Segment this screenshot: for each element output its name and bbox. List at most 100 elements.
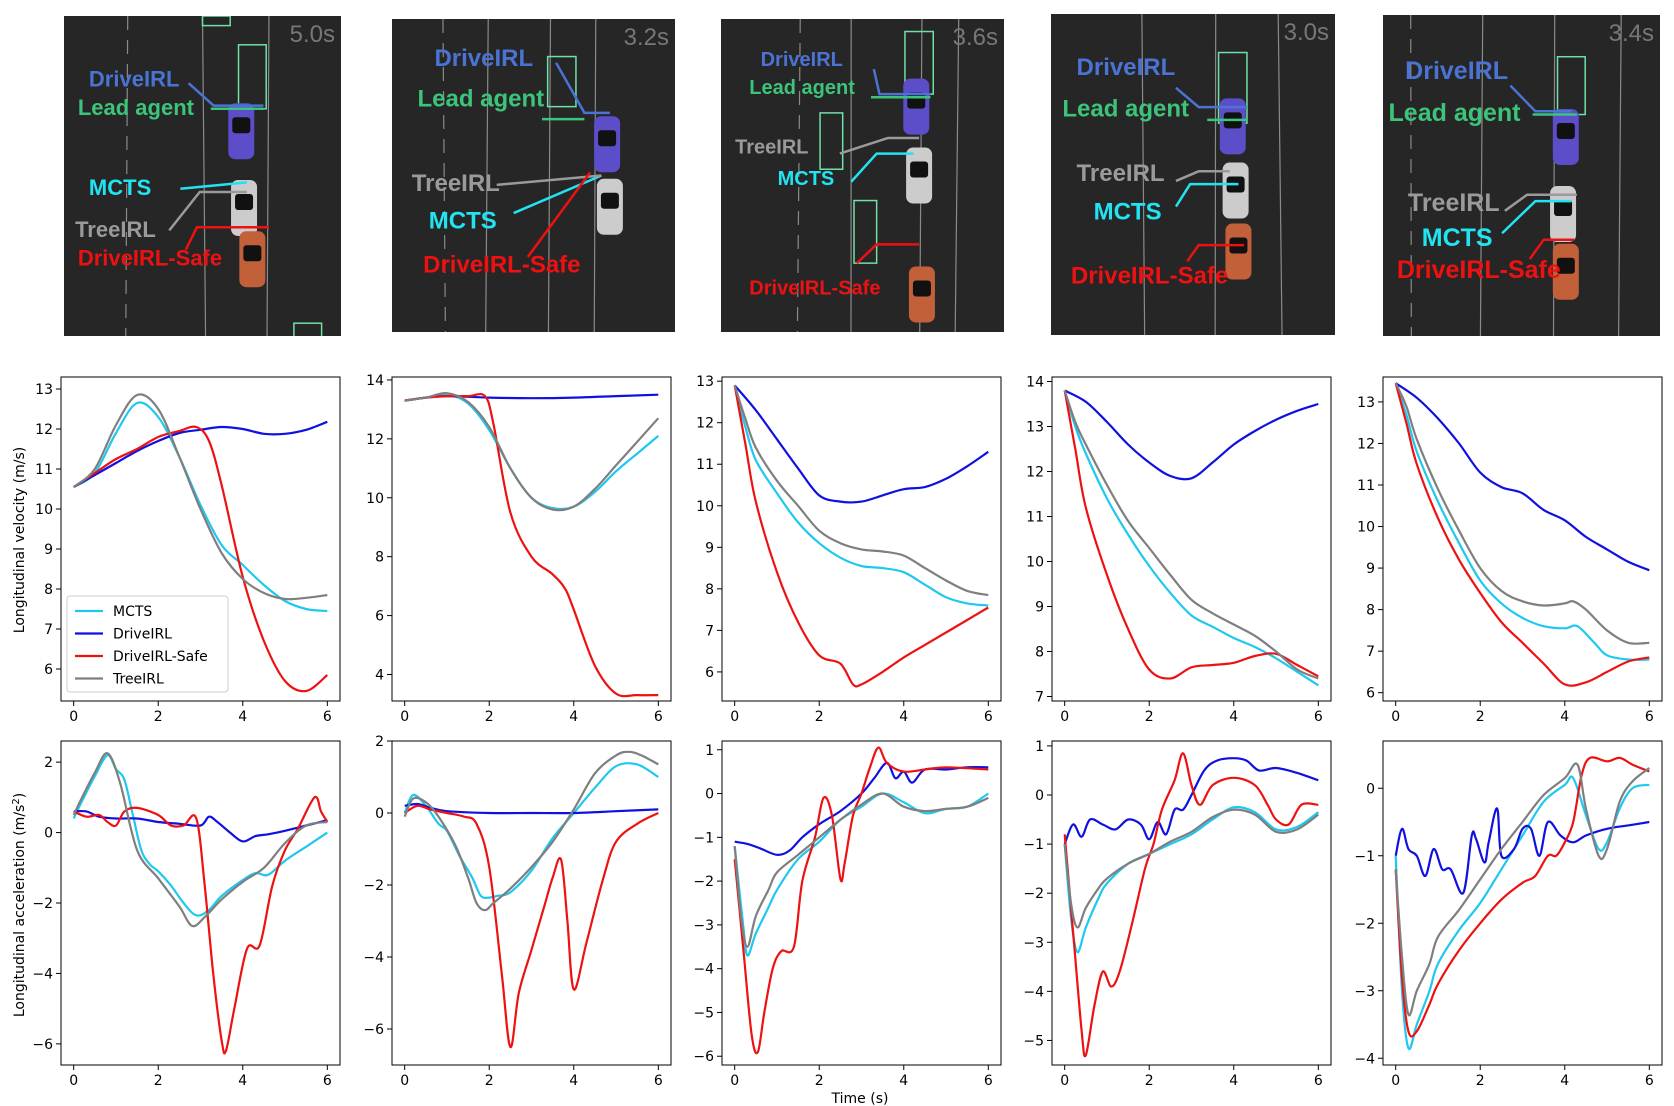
vehicle-windshield <box>232 117 250 133</box>
y-tick-label: 13 <box>696 374 714 390</box>
y-tick-label: −6 <box>32 1037 53 1053</box>
driveirl-label: DriveIRL <box>761 49 843 71</box>
y-tick-label: 11 <box>696 457 714 473</box>
y-tick-label: −5 <box>693 1005 714 1021</box>
x-tick-label: 0 <box>400 1073 409 1089</box>
x-tick-label: 6 <box>1645 709 1654 725</box>
x-tick-label: 4 <box>1560 1073 1569 1089</box>
y-tick-label: −2 <box>1023 886 1044 902</box>
x-tick-label: 0 <box>69 1073 78 1089</box>
scene-timestamp: 3.4s <box>1609 20 1654 47</box>
x-tick-label: 4 <box>1229 709 1238 725</box>
mcts-label: MCTS <box>1422 224 1493 252</box>
treeirl-label: TreeIRL <box>1077 160 1165 187</box>
y-tick-label: 14 <box>366 373 384 389</box>
y-tick-label: 2 <box>44 755 53 771</box>
series-line-driveirl-safe <box>1065 391 1319 679</box>
y-tick-label: 11 <box>35 462 53 478</box>
x-tick-label: 2 <box>1145 1073 1154 1089</box>
series-line-treeirl <box>405 752 659 910</box>
x-tick-label: 0 <box>69 709 78 725</box>
y-tick-label: 6 <box>375 609 384 625</box>
y-tick-label: 14 <box>1026 375 1044 391</box>
x-tick-label: 0 <box>730 709 739 725</box>
x-tick-label: 6 <box>1314 1073 1323 1089</box>
driveirl-label: DriveIRL <box>434 45 533 72</box>
y-tick-label: −2 <box>32 896 53 912</box>
x-tick-label: 2 <box>485 709 494 725</box>
acceleration-y-axis-label: Longitudinal acceleration (m/s2) <box>11 793 29 1017</box>
charts-grid: 0 2 4 6678910111213MCTSDriveIRLDriveIRL-Saf… <box>32 373 1662 1089</box>
x-tick-label: 6 <box>323 709 332 725</box>
series-line-treeirl <box>735 385 989 595</box>
x-tick-label: 6 <box>323 1073 332 1089</box>
y-tick-label: 11 <box>1357 478 1375 494</box>
y-tick-label: −3 <box>1354 984 1375 1000</box>
chart-acceleration-2: 0 2 4 6−6−4−202 <box>363 734 671 1089</box>
y-tick-label: −2 <box>693 874 714 890</box>
series-line-treeirl <box>1396 383 1650 644</box>
plot-frame <box>392 377 671 701</box>
vehicle-windshield <box>598 130 616 146</box>
y-tick-label: 1 <box>1035 739 1044 755</box>
series-line-driveirl <box>1065 391 1319 480</box>
scene-timestamp: 3.6s <box>953 24 998 51</box>
chart-velocity-2: 0 2 4 6468101214 <box>366 373 671 725</box>
y-tick-label: 8 <box>44 582 53 598</box>
x-tick-label: 2 <box>485 1073 494 1089</box>
y-tick-label: 10 <box>366 491 384 507</box>
scene-timestamp: 3.0s <box>1284 19 1329 46</box>
vehicle-windshield <box>910 162 928 178</box>
x-tick-label: 2 <box>1145 709 1154 725</box>
series-line-mcts <box>1396 776 1650 1049</box>
series-line-treeirl <box>405 393 659 510</box>
treeirl-label: TreeIRL <box>735 137 808 159</box>
mcts-label: MCTS <box>1094 198 1162 225</box>
series-line-mcts <box>405 394 659 508</box>
scene-panel-1: DriveIRLLead agentMCTSTreeIRLDriveIRL-Sa… <box>64 16 341 355</box>
chart-legend: MCTSDriveIRLDriveIRL-SafeTreeIRL <box>67 596 228 692</box>
y-tick-label: −4 <box>363 950 384 966</box>
plot-frame <box>1383 377 1662 701</box>
x-tick-label: 2 <box>815 709 824 725</box>
y-tick-label: 0 <box>705 787 714 803</box>
y-tick-label: 13 <box>1357 395 1375 411</box>
x-tick-label: 6 <box>1314 709 1323 725</box>
series-line-driveirl-safe <box>735 385 989 686</box>
x-tick-label: 4 <box>238 1073 247 1089</box>
y-tick-label: −1 <box>1023 837 1044 853</box>
treeirl-label: TreeIRL <box>412 170 500 197</box>
x-tick-label: 4 <box>1560 709 1569 725</box>
y-tick-label: 12 <box>366 432 384 448</box>
x-tick-label: 2 <box>154 709 163 725</box>
y-tick-label: 9 <box>44 542 53 558</box>
series-line-driveirl-safe <box>405 394 659 696</box>
chart-acceleration-3: 0 2 4 6−6−5−4−3−2−101 <box>693 741 1001 1089</box>
x-tick-label: 0 <box>1060 1073 1069 1089</box>
chart-velocity-5: 0 2 4 6 6 7 8 9 10 11 12 13 <box>1357 377 1662 725</box>
x-tick-label: 0 <box>1391 709 1400 725</box>
x-tick-label: 4 <box>569 709 578 725</box>
lead-agent-label: Lead agent <box>749 77 855 99</box>
chart-acceleration-5: 0 2 4 6−4−3−2−10 <box>1354 741 1662 1089</box>
y-tick-label: 9 <box>1366 561 1375 577</box>
x-tick-label: 6 <box>1645 1073 1654 1089</box>
y-tick-label: −1 <box>1354 849 1375 865</box>
series-line-mcts <box>735 385 989 605</box>
series-line-mcts <box>1065 807 1319 952</box>
vehicle-windshield <box>1557 123 1575 139</box>
plot-frame <box>722 377 1001 701</box>
y-tick-label: −2 <box>1354 916 1375 932</box>
x-tick-label: 2 <box>154 1073 163 1089</box>
series-line-treeirl <box>74 394 328 599</box>
lead-agent-label: Lead agent <box>417 86 544 113</box>
y-tick-label: 7 <box>1366 644 1375 660</box>
driveirl-label: DriveIRL <box>89 66 179 91</box>
x-tick-label: 0 <box>1391 1073 1400 1089</box>
y-tick-label: 10 <box>696 499 714 515</box>
driveirl-safe-label: DriveIRL-Safe <box>1397 256 1561 284</box>
scene-panel-3: DriveIRLLead agentMCTSTreeIRLDriveIRL-Sa… <box>721 19 1004 332</box>
plot-frame <box>1052 741 1331 1065</box>
vehicle-windshield <box>235 194 253 210</box>
